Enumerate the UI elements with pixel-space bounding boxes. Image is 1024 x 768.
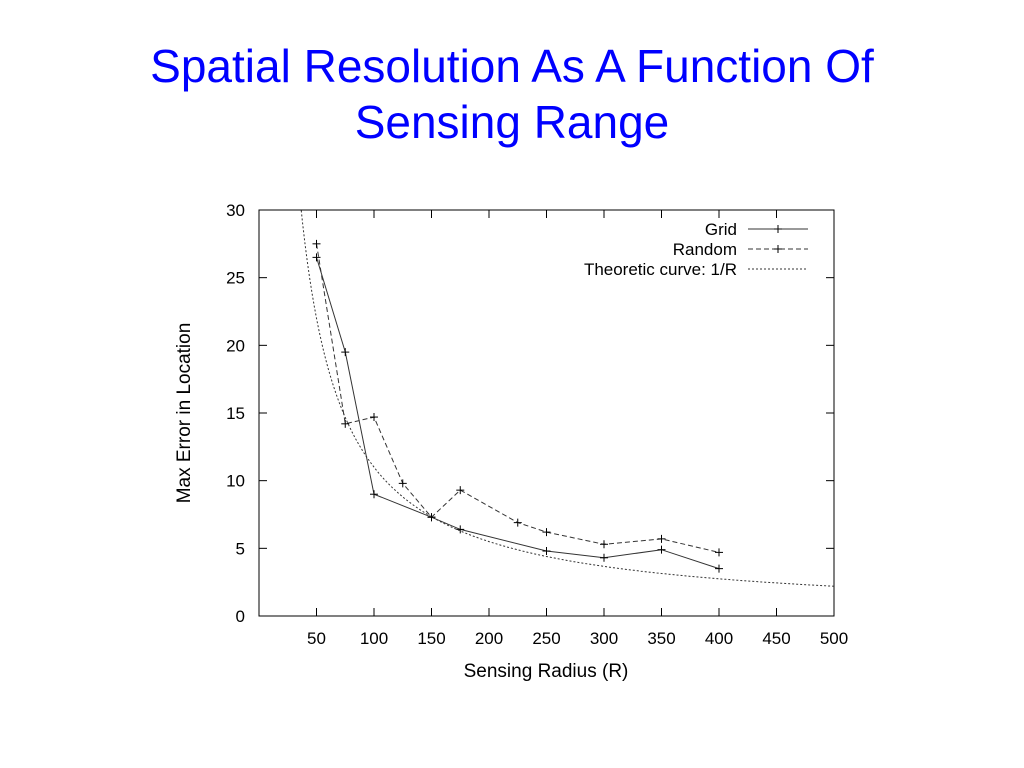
x-tick-label: 200 [475,629,503,648]
y-tick-label: 15 [226,404,245,423]
x-tick-label: 350 [647,629,675,648]
legend-label-2: Theoretic curve: 1/R [584,260,737,279]
legend-label-0: Grid [705,220,737,239]
data-point [312,253,321,262]
data-point [715,548,723,557]
data-point [542,547,551,556]
series-layer [300,210,834,587]
y-tick-label: 25 [226,269,245,288]
data-point [513,518,522,527]
data-point [657,534,666,543]
data-point [715,564,723,573]
data-point [542,528,551,537]
axis-ticks: 50 100 150 200 250 300 350 400 450 500 0 5 10 15 20 25 3… [226,201,848,648]
data-point [600,553,608,562]
y-tick-label: 20 [226,336,245,355]
x-tick-label: 250 [532,629,560,648]
legend-label-1: Random [673,240,737,259]
data-point [312,239,321,248]
legend-marker-0 [774,225,782,233]
x-tick-label: 50 [307,629,326,648]
y-axis-label: Max Error in Location [174,323,195,504]
x-tick-label: 500 [820,629,848,648]
data-point [370,490,378,499]
series-line-1 [316,243,720,553]
data-point [341,419,350,428]
slide-title: Spatial Resolution As A Function Of Sens… [0,38,1024,150]
plot-frame [258,209,835,617]
data-point [657,545,666,554]
data-point [456,525,465,534]
legend-marker-1 [774,245,782,253]
slide-title-line-2: Sensing Range [354,96,670,148]
x-axis-label: Sensing Radius (R) [464,661,629,682]
x-tick-label: 100 [360,629,388,648]
data-point [341,348,350,357]
x-tick-label: 400 [705,629,733,648]
y-tick-label: 5 [236,539,245,558]
x-tick-label: 150 [417,629,445,648]
y-tick-label: 10 [226,472,245,491]
data-point [398,479,407,488]
series-line-2 [300,210,834,587]
data-point [370,413,378,422]
slide-title-line-1: Spatial Resolution As A Function Of [150,40,874,92]
x-tick-label: 300 [590,629,618,648]
x-tick-label: 450 [762,629,790,648]
y-tick-label: 0 [236,607,245,626]
data-point [600,540,608,549]
y-tick-label: 30 [226,201,245,220]
data-point [456,486,465,495]
data-point [427,513,436,522]
